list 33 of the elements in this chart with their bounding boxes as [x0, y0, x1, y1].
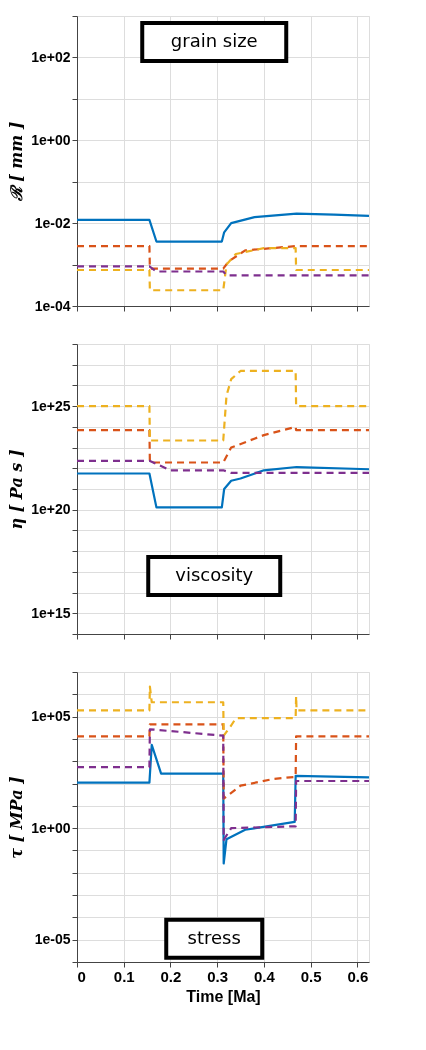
y-tick-label: 1e+02	[31, 48, 71, 65]
line-series	[77, 723, 369, 800]
line-series	[77, 246, 369, 292]
x-tick-label: 0.1	[113, 967, 135, 985]
line-series	[77, 369, 369, 442]
x-tick-label: 0.6	[347, 967, 369, 985]
y-axis-title: ℛ [ mm ]	[7, 121, 27, 202]
x-tick-label: 0.4	[253, 967, 276, 985]
line-series	[77, 244, 369, 270]
y-tick-label: 1e-05	[34, 931, 71, 948]
annotation: grain size	[170, 30, 258, 52]
annotation: viscosity	[175, 564, 254, 585]
y-tick-label: 1e+00	[31, 131, 71, 148]
x-tick-label: 0.3	[207, 967, 229, 985]
y-tick-label: 1e+05	[31, 708, 71, 725]
y-axis-title: η [ Pa s ]	[7, 449, 27, 530]
x-tick-label: 0.5	[300, 967, 322, 985]
y-tick-label: 1e+25	[31, 397, 71, 414]
y-tick-label: 1e+20	[31, 501, 71, 518]
line-series	[77, 743, 369, 865]
line-series	[77, 212, 369, 243]
y-tick-label: 1e+00	[31, 819, 71, 836]
y-axis-title: τ [ MPa ]	[7, 776, 27, 859]
line-series	[77, 425, 369, 464]
y-tick-label: 1e-04	[34, 297, 71, 314]
line-series	[77, 728, 369, 841]
y-tick-label: 1e-02	[34, 214, 71, 231]
x-tick-label: 0.2	[160, 967, 182, 985]
x-axis-title: Time [Ma]	[186, 987, 261, 1005]
y-tick-label: 1e+15	[31, 604, 71, 621]
annotation: stress	[187, 926, 241, 948]
x-tick-label: 0	[77, 967, 86, 985]
line-series	[77, 465, 369, 509]
